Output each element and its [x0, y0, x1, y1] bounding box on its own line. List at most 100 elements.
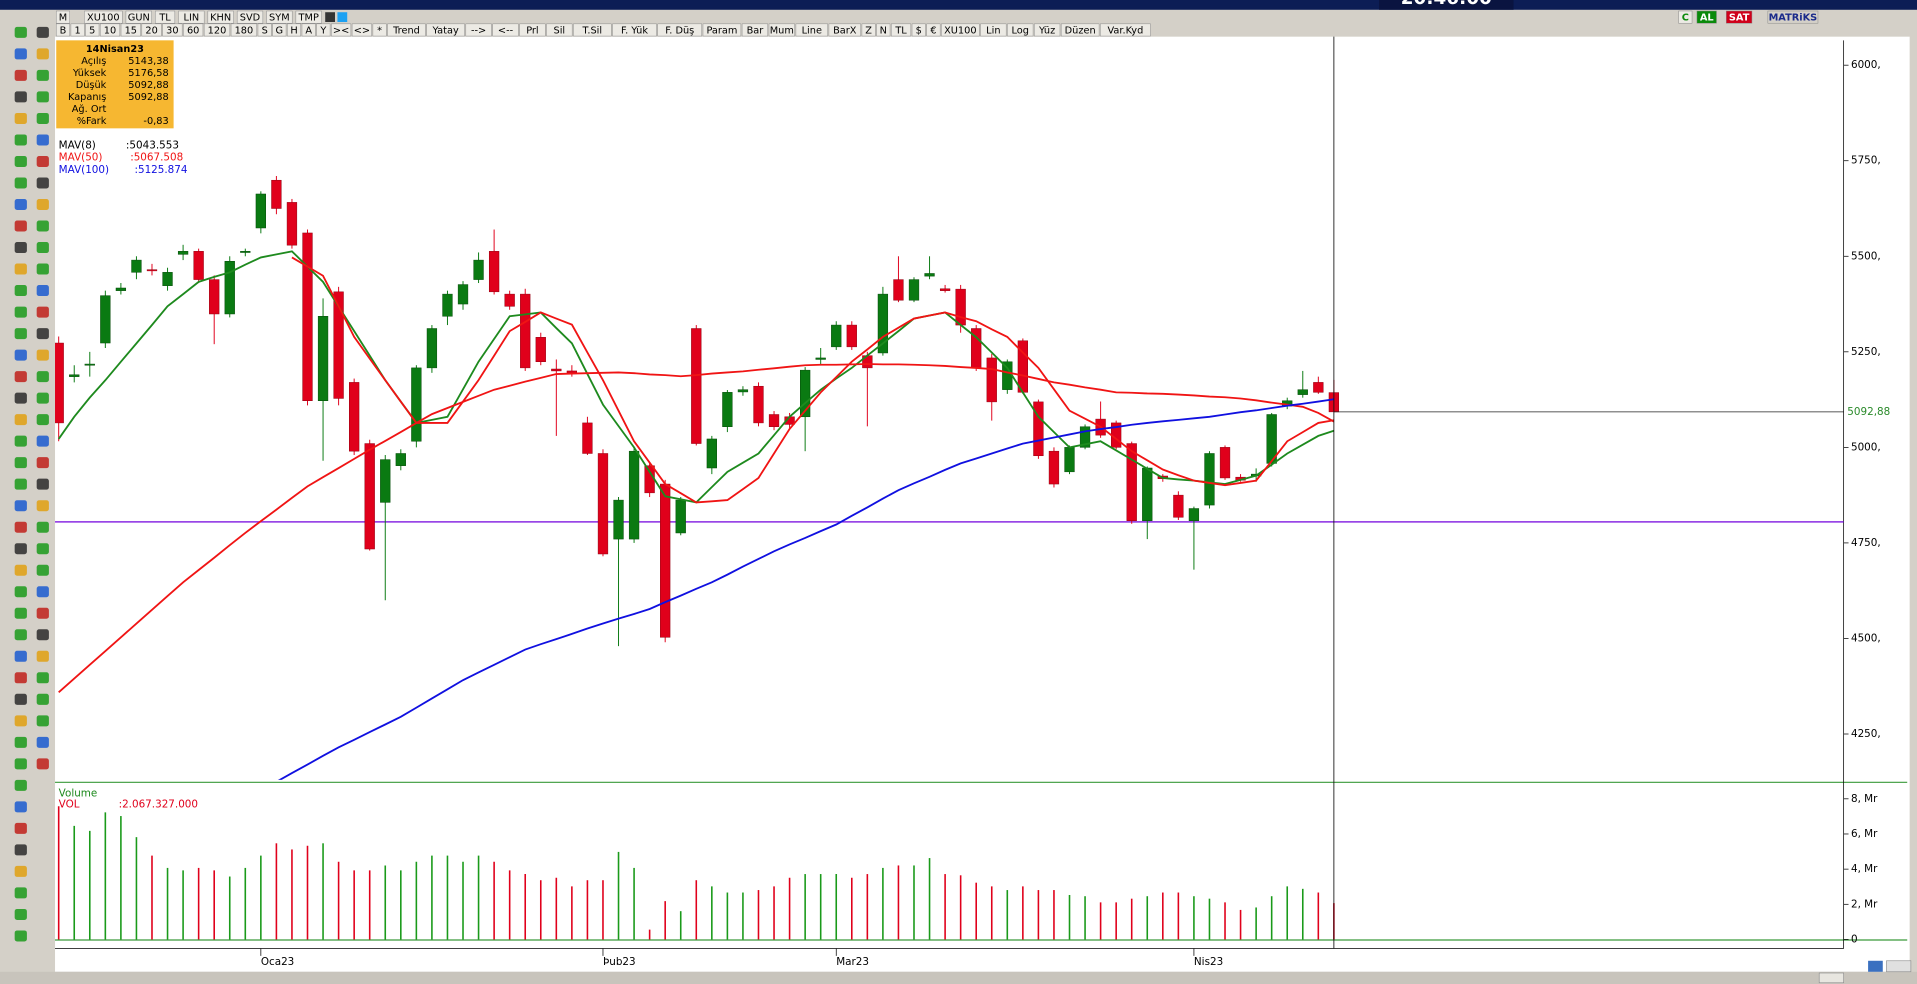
tool-icon[interactable]: [36, 26, 49, 38]
toolbar-button[interactable]: [492, 23, 519, 37]
toolbar-button[interactable]: [287, 23, 301, 37]
toolbar-label[interactable]: Yüz: [1038, 26, 1055, 37]
toolbar-label[interactable]: F. Düş: [665, 26, 694, 37]
tool-icon[interactable]: [14, 177, 27, 189]
toolbar-button[interactable]: [861, 23, 876, 37]
toolbar-button[interactable]: [387, 23, 426, 37]
toolbar-label[interactable]: Trend: [392, 26, 420, 37]
toolbar-label[interactable]: B: [60, 26, 67, 37]
toolbar-button[interactable]: [207, 10, 234, 24]
toolbar-button[interactable]: [1034, 23, 1061, 37]
toolbar-label[interactable]: 60: [187, 26, 199, 37]
tool-icon[interactable]: [14, 328, 27, 340]
toolbar-button[interactable]: [891, 23, 912, 37]
toolbar-label[interactable]: 120: [208, 26, 227, 37]
tool-icon[interactable]: [14, 758, 27, 770]
toolbar-label[interactable]: Y: [319, 26, 326, 37]
tool-icon[interactable]: [14, 457, 27, 469]
nav-button[interactable]: [1868, 960, 1883, 972]
tool-icon[interactable]: [14, 306, 27, 318]
toolbar-button[interactable]: [70, 23, 85, 37]
toolbar-label[interactable]: SYM: [269, 13, 290, 24]
tool-icon[interactable]: [36, 629, 49, 641]
tool-icon[interactable]: [14, 715, 27, 727]
toolbar-button[interactable]: [980, 23, 1007, 37]
tool-icon[interactable]: [14, 607, 27, 619]
toolbar-label[interactable]: Var.Kyd: [1107, 26, 1143, 37]
toolbar-button[interactable]: [155, 10, 176, 24]
tool-icon[interactable]: [36, 328, 49, 340]
toolbar-label[interactable]: F. Yük: [621, 26, 648, 37]
toolbar-button[interactable]: [1696, 10, 1717, 24]
toolbar-button[interactable]: [911, 23, 926, 37]
toolbar-label[interactable]: €: [930, 26, 936, 37]
toolbar-button[interactable]: [84, 10, 123, 24]
tool-icon[interactable]: [36, 457, 49, 469]
toolbar-button[interactable]: [230, 23, 257, 37]
tool-icon[interactable]: [14, 26, 27, 38]
tool-icon[interactable]: [36, 736, 49, 748]
tool-icon[interactable]: [36, 478, 49, 490]
tool-icon[interactable]: [14, 693, 27, 705]
toolbar-label[interactable]: TMP: [298, 13, 319, 24]
tool-icon[interactable]: [14, 543, 27, 555]
toolbar-label[interactable]: BarX: [833, 26, 857, 37]
toolbar-label[interactable]: ><: [333, 26, 349, 37]
tool-icon[interactable]: [14, 112, 27, 124]
tool-icon[interactable]: [14, 908, 27, 920]
tool-icon[interactable]: [36, 693, 49, 705]
tool-icon[interactable]: [36, 306, 49, 318]
toolbar-button[interactable]: [55, 23, 70, 37]
tool-icon[interactable]: [36, 242, 49, 254]
toolbar-button[interactable]: [266, 10, 293, 24]
tool-icon[interactable]: [14, 199, 27, 211]
toolbar-button[interactable]: [573, 23, 612, 37]
tool-icon[interactable]: [14, 801, 27, 813]
tool-icon[interactable]: [14, 779, 27, 791]
tool-icon[interactable]: [36, 69, 49, 81]
twitter-icon[interactable]: [337, 12, 348, 23]
toolbar-button[interactable]: [741, 23, 769, 37]
tool-icon[interactable]: [14, 349, 27, 361]
toolbar-label[interactable]: S: [262, 26, 268, 37]
toolbar-button[interactable]: [351, 23, 372, 37]
tool-icon[interactable]: [36, 91, 49, 103]
tool-icon[interactable]: [36, 758, 49, 770]
tool-icon[interactable]: [14, 650, 27, 662]
toolbar-button[interactable]: [55, 10, 70, 24]
toolbar-label[interactable]: XU100: [944, 26, 976, 37]
tool-icon[interactable]: [36, 500, 49, 512]
tool-icon[interactable]: [36, 134, 49, 146]
toolbar-label[interactable]: A: [305, 26, 312, 37]
toolbar-button[interactable]: [295, 10, 322, 24]
scroll-thumb[interactable]: [1818, 972, 1844, 984]
toolbar-button[interactable]: [162, 23, 183, 37]
toolbar-button[interactable]: [657, 23, 703, 37]
toolbar-label[interactable]: T.Sil: [582, 26, 603, 37]
tool-icon[interactable]: [36, 263, 49, 275]
toolbar-label[interactable]: Düzen: [1065, 26, 1096, 37]
tool-icon[interactable]: [14, 629, 27, 641]
toolbar-label[interactable]: H: [290, 26, 297, 37]
toolbar-button[interactable]: [1100, 23, 1151, 37]
toolbar-button[interactable]: [316, 23, 331, 37]
toolbar-label[interactable]: C: [1682, 13, 1689, 24]
toolbar-label[interactable]: *: [377, 26, 382, 37]
tool-icon[interactable]: [36, 48, 49, 60]
tool-icon[interactable]: [36, 650, 49, 662]
toolbar-button[interactable]: [125, 10, 152, 24]
tool-icon[interactable]: [14, 69, 27, 81]
tool-icon[interactable]: [36, 414, 49, 426]
toolbar-button[interactable]: [828, 23, 861, 37]
toolbar-button[interactable]: [1678, 10, 1693, 24]
tool-icon[interactable]: [14, 134, 27, 146]
tool-icon[interactable]: [36, 392, 49, 404]
scrollbar[interactable]: [0, 971, 1917, 984]
toolbar-button[interactable]: [1767, 10, 1819, 24]
toolbar-label[interactable]: XU100: [87, 13, 119, 24]
tool-icon[interactable]: [14, 285, 27, 297]
toolbar-label[interactable]: Line: [802, 26, 822, 37]
toolbar-label[interactable]: Log: [1012, 26, 1029, 37]
tool-icon[interactable]: [14, 392, 27, 404]
toolbar-label[interactable]: AL: [1700, 13, 1714, 24]
